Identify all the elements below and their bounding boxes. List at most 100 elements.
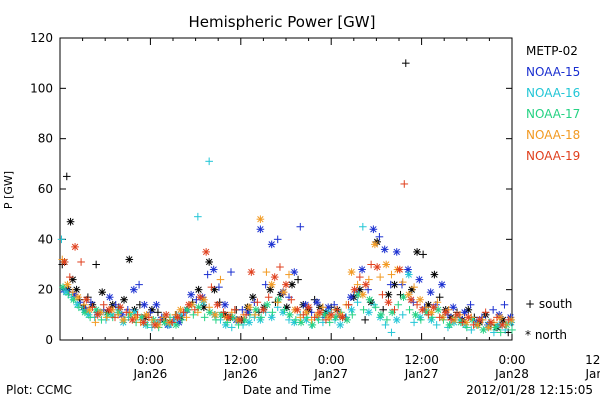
data-point — [125, 255, 134, 264]
data-point — [392, 316, 401, 324]
data-point — [441, 308, 450, 317]
x-tick-date-label: Jan27 — [313, 367, 348, 381]
data-point — [205, 157, 213, 166]
data-point — [213, 300, 222, 309]
y-tick-label: 60 — [38, 182, 53, 196]
data-point — [111, 313, 119, 322]
x-tick-time-label: 0:00 — [318, 353, 345, 367]
data-point — [75, 303, 83, 312]
data-point — [430, 270, 439, 279]
data-point — [196, 293, 204, 302]
data-point — [367, 260, 375, 269]
data-point — [327, 311, 335, 319]
data-point — [263, 300, 271, 309]
data-point — [429, 303, 438, 312]
data-point — [102, 313, 111, 322]
data-point — [413, 300, 421, 309]
data-point — [481, 308, 490, 317]
data-point — [245, 303, 253, 312]
data-point — [264, 293, 273, 302]
x-tick-date-label: Jan28 — [585, 367, 600, 381]
data-point — [285, 311, 294, 319]
data-point — [279, 288, 288, 296]
data-point — [203, 270, 212, 279]
data-point — [274, 295, 283, 304]
data-point — [71, 243, 79, 251]
data-point — [135, 280, 143, 289]
data-point — [375, 233, 384, 241]
data-point — [489, 306, 497, 314]
data-point — [98, 288, 106, 296]
data-point — [398, 278, 407, 286]
data-point — [348, 311, 357, 319]
data-point — [224, 313, 233, 322]
data-point — [369, 225, 378, 234]
y-tick-label: 120 — [30, 31, 53, 45]
data-point — [189, 311, 198, 319]
data-point — [498, 321, 507, 329]
data-point — [267, 240, 276, 249]
data-point — [215, 283, 223, 291]
data-point — [358, 265, 366, 274]
x-axis-ticks: 0:00Jan2612:00Jan260:00Jan2712:00Jan270:… — [82, 38, 600, 381]
data-point — [398, 311, 407, 319]
data-point — [347, 268, 356, 276]
data-point — [267, 280, 276, 289]
data-point — [466, 300, 475, 309]
data-point — [116, 303, 125, 312]
data-point — [273, 235, 282, 244]
data-point — [152, 300, 161, 309]
chart-title: Hemispheric Power [GW] — [189, 13, 376, 31]
data-point — [282, 280, 290, 289]
legend-entry: NOAA-15 — [526, 65, 580, 79]
data-point — [252, 306, 260, 314]
data-point — [377, 311, 385, 319]
data-point — [221, 300, 229, 309]
legend-entry: NOAA-19 — [526, 149, 580, 163]
data-point — [384, 298, 393, 307]
data-point — [344, 300, 353, 309]
data-point — [60, 258, 69, 266]
data-point — [105, 306, 113, 314]
data-point — [438, 280, 446, 289]
data-point — [410, 283, 418, 291]
data-point — [382, 260, 390, 269]
data-point — [88, 303, 97, 312]
data-point — [82, 295, 91, 304]
data-point — [359, 290, 367, 299]
data-point — [475, 316, 484, 324]
data-point — [151, 321, 159, 329]
data-point — [413, 248, 421, 256]
data-point — [338, 313, 347, 322]
data-point — [386, 280, 395, 289]
data-point — [316, 308, 324, 317]
data-point — [156, 316, 164, 324]
data-point — [376, 273, 384, 281]
data-point — [469, 321, 478, 329]
marker-legend-entry: + south — [525, 297, 572, 311]
data-point — [433, 298, 442, 307]
data-point — [259, 306, 268, 314]
footer-timestamp: 2012/01/28 12:15:05 — [466, 383, 593, 397]
x-tick-time-label: 12:00 — [585, 353, 600, 367]
data-point — [119, 316, 128, 324]
data-point — [435, 293, 444, 302]
data-point — [410, 318, 418, 327]
data-point — [294, 275, 302, 284]
x-tick-date-label: Jan26 — [133, 367, 168, 381]
data-point — [365, 295, 374, 304]
y-tick-label: 40 — [38, 232, 53, 246]
data-point — [238, 306, 247, 314]
data-point — [411, 311, 420, 319]
data-point — [493, 313, 501, 322]
data-point — [293, 306, 302, 314]
data-point — [249, 293, 257, 302]
y-axis-ticks: 0 20 40 60 80 100 120 — [30, 31, 512, 347]
data-point — [202, 248, 210, 256]
data-point — [453, 311, 461, 319]
data-point — [268, 308, 277, 317]
data-point — [432, 321, 441, 329]
data-point — [467, 326, 476, 334]
data-point — [273, 298, 282, 307]
data-point — [205, 303, 213, 312]
